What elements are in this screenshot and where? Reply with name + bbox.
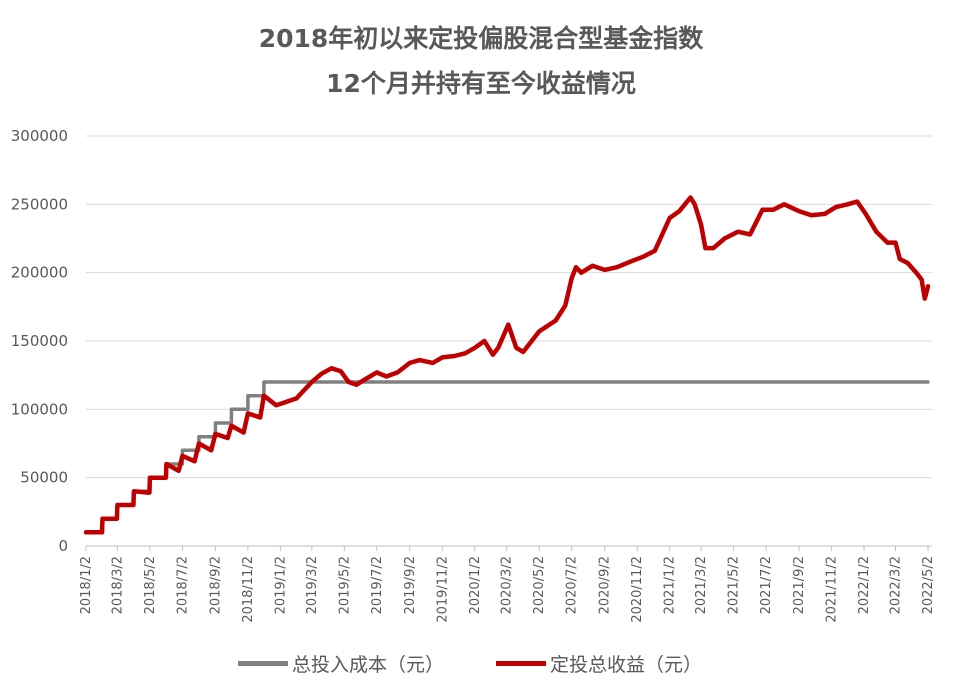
x-tick-label: 2019/7/2 [370, 556, 385, 614]
y-tick-label: 50000 [20, 469, 68, 487]
x-tick-label: 2022/3/2 [889, 556, 904, 614]
y-tick-label: 0 [58, 537, 68, 555]
legend-item-cost: 总投入成本（元） [238, 650, 444, 677]
legend-item-return: 定投总收益（元） [496, 650, 702, 677]
x-tick-label: 2020/5/2 [532, 556, 547, 614]
x-tick-label: 2018/3/2 [110, 556, 125, 614]
x-tick-label: 2022/1/2 [857, 556, 872, 614]
x-tick-label: 2019/1/2 [273, 556, 288, 614]
y-tick-label: 100000 [11, 400, 68, 418]
x-tick-label: 2020/3/2 [500, 556, 515, 614]
legend-label-return: 定投总收益（元） [550, 654, 703, 676]
y-tick-label: 250000 [11, 195, 68, 213]
legend-label-cost: 总投入成本（元） [292, 654, 445, 676]
series-line-return [83, 195, 931, 535]
y-tick-label: 150000 [11, 332, 68, 350]
legend: 总投入成本（元） 定投总收益（元） [0, 650, 962, 680]
x-tick-label: 2020/9/2 [598, 556, 613, 614]
x-tick-label: 2021/3/2 [694, 556, 709, 614]
chart-subtitle: 12个月并持有至今收益情况 [326, 69, 636, 98]
x-tick-label: 2018/7/2 [175, 556, 190, 614]
y-tick-label: 200000 [11, 264, 68, 282]
series-lines [83, 195, 931, 535]
x-tick-label: 2019/9/2 [403, 556, 418, 614]
x-tick-label: 2019/3/2 [305, 556, 320, 614]
y-axis-ticks: 0 50000 100000 150000 200000 250000 300000 [11, 127, 68, 555]
legend-swatch-return [496, 661, 546, 666]
x-tick-label: 2020/11/2 [630, 556, 645, 623]
x-tick-label: 2021/11/2 [825, 556, 840, 623]
x-tick-label: 2021/1/2 [663, 556, 678, 614]
x-tick-label: 2019/5/2 [337, 556, 352, 614]
x-tick-label: 2021/9/2 [792, 556, 807, 614]
x-tick-label: 2022/5/2 [921, 556, 936, 614]
x-tick-label: 2020/7/2 [565, 556, 580, 614]
x-tick-label: 2020/1/2 [468, 556, 483, 614]
x-tick-label: 2018/5/2 [143, 556, 158, 614]
series-line-cost [84, 380, 930, 535]
x-tick-label: 2018/1/2 [79, 556, 94, 614]
gridlines [86, 135, 932, 479]
x-tick-label: 2021/7/2 [759, 556, 774, 614]
x-tick-label: 2021/5/2 [727, 556, 742, 614]
x-tick-label: 2019/11/2 [435, 556, 450, 623]
chart-title: 2018年初以来定投偏股混合型基金指数 [258, 24, 704, 53]
x-tick-label: 2018/11/2 [241, 556, 256, 623]
x-tick-label: 2018/9/2 [208, 556, 223, 614]
x-axis: 2018/1/2 2018/3/2 2018/5/2 2018/7/2 2018/9/2… [79, 545, 936, 623]
legend-swatch-cost [238, 661, 288, 666]
y-tick-label: 300000 [11, 127, 68, 145]
